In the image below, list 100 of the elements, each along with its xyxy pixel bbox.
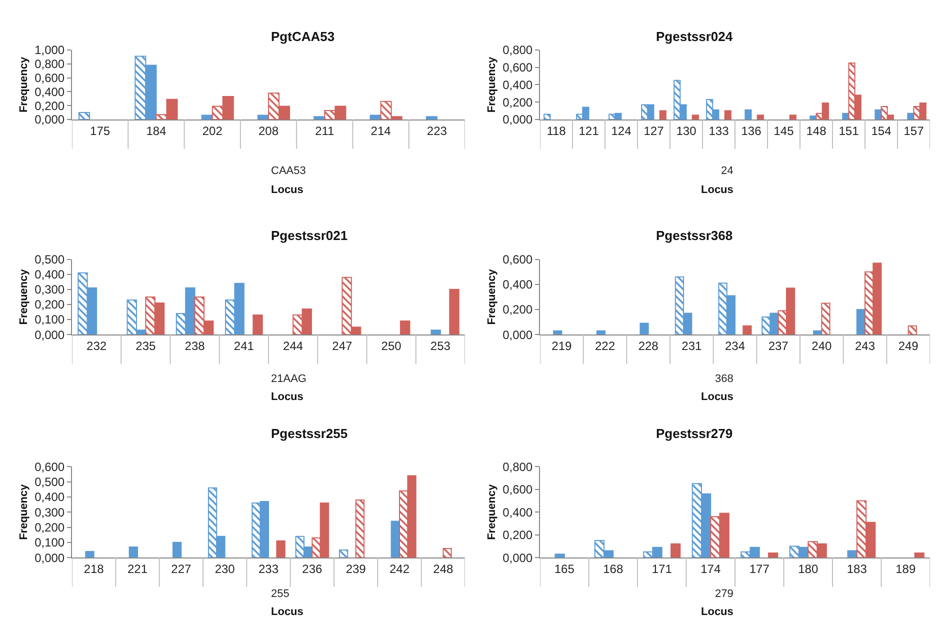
bar [659, 110, 666, 120]
bar [442, 548, 452, 558]
bar [257, 114, 269, 120]
y-tick-label: 0,400 [502, 78, 533, 92]
y-tick-label: 0,400 [502, 278, 533, 292]
x-axis-title: Locus [701, 184, 734, 196]
x-axis-title: Locus [271, 184, 304, 196]
chart-title: PgtCAA53 [271, 29, 335, 44]
y-tick-label: 0,800 [502, 43, 533, 58]
bar [742, 325, 752, 335]
y-tick-label: 0,100 [34, 536, 65, 550]
bar [908, 325, 917, 335]
bar [370, 114, 382, 120]
y-tick-label: 0,000 [34, 112, 65, 127]
bar [847, 550, 858, 558]
x-tick-label: 174 [700, 562, 721, 576]
y-tick-label: 0,000 [34, 550, 65, 565]
chart-title: Pgestssr279 [656, 426, 733, 441]
x-tick-label: 175 [90, 124, 110, 138]
x-tick-label: 223 [426, 124, 448, 138]
x-axis-title: Locus [271, 391, 304, 403]
x-tick-label: 227 [171, 562, 192, 576]
y-tick-label: 0,800 [34, 57, 65, 72]
x-tick-label: 221 [127, 562, 148, 576]
x-tick-label: 211 [315, 124, 335, 138]
y-tick-label: 0,500 [34, 474, 65, 489]
x-axis-title: Locus [701, 606, 734, 618]
x-tick-label: 236 [302, 562, 322, 576]
text: 21AAG [271, 373, 306, 385]
x-tick-label: 151 [838, 124, 860, 138]
bar [842, 112, 850, 120]
x-tick-label: 231 [682, 339, 702, 354]
x-tick-label: 237 [768, 339, 789, 354]
bar [907, 112, 914, 120]
bar [640, 322, 649, 335]
text: 24 [721, 165, 734, 177]
bar [128, 546, 138, 558]
x-tick-label: 235 [136, 339, 156, 354]
x-tick-label: 247 [332, 339, 353, 354]
y-tick-label: 0,400 [34, 490, 65, 504]
bar [338, 549, 348, 558]
y-tick-label: 0,600 [34, 460, 65, 474]
x-tick-label: 183 [846, 562, 868, 576]
y-axis-title: Frequency [486, 483, 498, 540]
x-tick-label: 233 [258, 562, 279, 576]
bar [768, 552, 778, 558]
x-tick-label: 124 [611, 124, 632, 138]
y-tick-label: 1,000 [34, 43, 65, 58]
bar [314, 116, 326, 120]
bar [544, 114, 551, 120]
x-tick-label: 133 [708, 124, 730, 138]
x-tick-label: 253 [430, 339, 451, 354]
x-tick-label: 136 [741, 124, 762, 138]
bar [756, 114, 764, 120]
bar [670, 543, 681, 558]
x-tick-label: 248 [433, 562, 454, 576]
x-tick-label: 228 [638, 339, 659, 354]
x-tick-label: 214 [370, 124, 392, 138]
x-tick-label: 148 [806, 124, 827, 138]
x-tick-label: 244 [283, 339, 304, 354]
bar [252, 314, 263, 335]
y-tick-label: 0,200 [34, 98, 65, 113]
x-tick-label: 202 [202, 124, 223, 138]
x-tick-label: 208 [258, 124, 279, 138]
y-tick-label: 0,400 [34, 268, 65, 282]
bar [276, 540, 286, 558]
bar [821, 302, 830, 335]
bar [400, 320, 410, 335]
x-tick-label: 249 [898, 339, 919, 354]
x-tick-label: 165 [554, 562, 575, 576]
x-tick-label: 157 [904, 124, 924, 138]
x-tick-label: 230 [214, 562, 236, 576]
x-tick-label: 177 [749, 562, 770, 576]
x-tick-label: 218 [84, 562, 104, 576]
y-tick-label: 0,200 [34, 520, 65, 534]
x-tick-label: 121 [578, 124, 600, 138]
bar [172, 542, 182, 558]
bar [874, 109, 882, 120]
chart-title: Pgestssr368 [656, 228, 733, 243]
y-tick-label: 0,100 [34, 312, 65, 327]
x-tick-label: 180 [798, 562, 818, 576]
x-tick-label: 127 [644, 124, 664, 138]
text: 279 [715, 588, 734, 600]
y-tick-label: 0,600 [502, 60, 533, 75]
x-tick-label: 250 [381, 339, 402, 354]
bar [553, 330, 562, 335]
y-tick-label: 0,200 [502, 95, 533, 110]
bar [78, 112, 90, 120]
bar [744, 109, 752, 120]
y-tick-label: 0,400 [502, 505, 533, 520]
y-axis-title: Frequency [486, 268, 498, 325]
chart-title: Pgestssr255 [271, 426, 348, 441]
bar [914, 552, 924, 558]
x-tick-label: 241 [234, 339, 254, 354]
x-tick-label: 222 [594, 339, 616, 354]
x-tick-label: 189 [896, 562, 916, 576]
y-tick-label: 0,300 [34, 282, 65, 297]
y-axis-title: Frequency [18, 56, 30, 113]
x-tick-label: 184 [146, 124, 167, 138]
y-tick-label: 0,200 [502, 302, 533, 317]
